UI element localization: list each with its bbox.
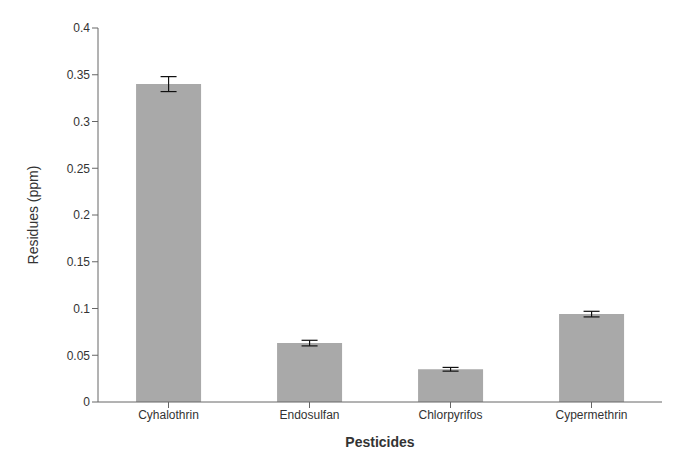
svg-text:Endosulfan: Endosulfan	[279, 408, 339, 422]
svg-text:Pesticides: Pesticides	[345, 434, 414, 450]
svg-text:0.1: 0.1	[73, 302, 90, 316]
svg-text:0.05: 0.05	[67, 349, 91, 363]
svg-text:0.35: 0.35	[67, 68, 91, 82]
svg-text:0.2: 0.2	[73, 208, 90, 222]
svg-text:0: 0	[83, 395, 90, 409]
svg-text:0.3: 0.3	[73, 115, 90, 129]
svg-text:Chlorpyrifos: Chlorpyrifos	[418, 408, 482, 422]
svg-text:0.25: 0.25	[67, 162, 91, 176]
svg-text:Cyhalothrin: Cyhalothrin	[138, 408, 199, 422]
svg-text:Residues (ppm): Residues (ppm)	[25, 166, 41, 265]
svg-text:0.4: 0.4	[73, 21, 90, 35]
svg-text:0.15: 0.15	[67, 255, 91, 269]
svg-text:Cypermethrin: Cypermethrin	[555, 408, 627, 422]
